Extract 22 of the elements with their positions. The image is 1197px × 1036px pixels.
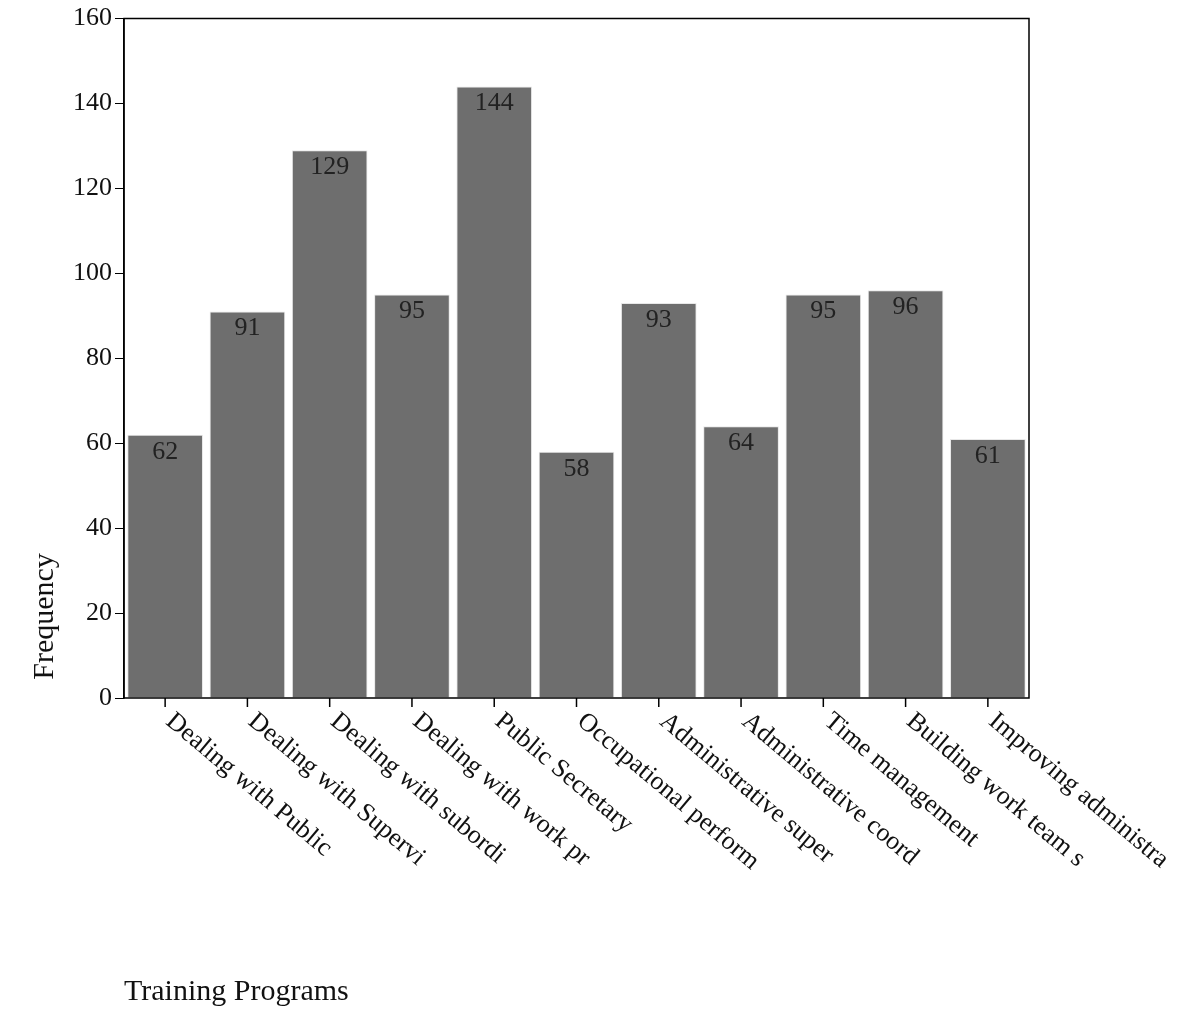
y-tick-label: 100	[73, 257, 112, 287]
y-tick-label: 0	[99, 681, 112, 711]
data-label: 64	[728, 427, 755, 457]
y-tick-label: 60	[86, 427, 112, 457]
data-label: 95	[810, 295, 837, 325]
x-axis-title: Training Programs	[124, 973, 349, 1006]
data-label: 95	[398, 295, 425, 325]
data-label: 129	[310, 151, 350, 181]
y-tick-label: 80	[86, 342, 112, 372]
data-label: 91	[234, 312, 261, 342]
data-label: 96	[892, 291, 919, 321]
y-tick-label: 40	[86, 511, 112, 541]
data-label: 144	[474, 87, 514, 117]
y-tick-label: 120	[73, 172, 112, 202]
y-tick-label: 140	[73, 87, 112, 117]
data-label: 62	[152, 435, 179, 465]
y-axis-title: Frequency	[25, 553, 59, 680]
data-label: 93	[645, 303, 672, 333]
data-label: 58	[563, 452, 590, 482]
y-tick-label: 20	[86, 596, 112, 626]
y-tick-label: 160	[73, 2, 112, 32]
data-label: 61	[974, 439, 1001, 469]
